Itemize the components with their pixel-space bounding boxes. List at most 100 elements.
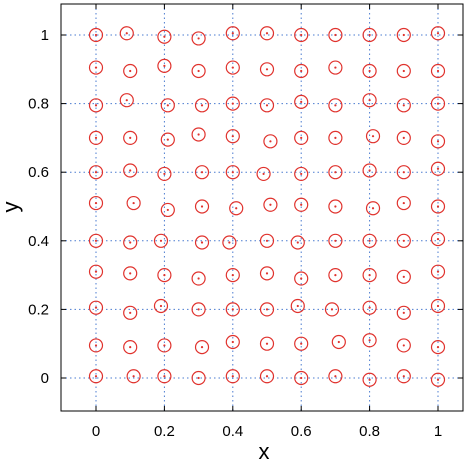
data-point-center bbox=[269, 140, 272, 143]
data-point bbox=[396, 165, 411, 180]
data-point-ring bbox=[259, 369, 275, 384]
data-point-ring bbox=[225, 165, 240, 180]
data-point bbox=[225, 26, 240, 41]
data-point-ring bbox=[123, 235, 138, 250]
data-point bbox=[294, 370, 309, 386]
data-point-center bbox=[129, 241, 132, 244]
data-point-center bbox=[200, 346, 204, 349]
data-point-ring bbox=[229, 201, 244, 216]
data-point-ring bbox=[88, 233, 104, 248]
y-axis-label: y bbox=[0, 202, 23, 213]
data-point-ring bbox=[225, 96, 240, 111]
data-point bbox=[123, 130, 138, 145]
data-point bbox=[225, 268, 240, 283]
data-point bbox=[430, 264, 446, 279]
data-point-center bbox=[129, 272, 132, 275]
data-point bbox=[225, 165, 240, 180]
data-point bbox=[160, 202, 175, 218]
data-point bbox=[328, 268, 343, 283]
data-point-center bbox=[334, 136, 337, 139]
data-point bbox=[294, 130, 309, 145]
data-point bbox=[430, 231, 446, 247]
data-point-ring bbox=[259, 26, 275, 41]
data-point-center bbox=[402, 311, 405, 314]
data-point-ring bbox=[396, 63, 411, 79]
data-point bbox=[88, 165, 104, 180]
data-point-center bbox=[436, 270, 440, 273]
data-point-ring bbox=[88, 300, 104, 315]
data-point-center bbox=[402, 171, 405, 174]
data-point bbox=[294, 27, 309, 43]
data-point-center bbox=[334, 375, 337, 378]
data-point bbox=[194, 235, 210, 250]
x-axis-label: x bbox=[259, 439, 270, 464]
data-point-center bbox=[265, 272, 269, 275]
data-point bbox=[160, 132, 175, 147]
data-point-ring bbox=[194, 340, 210, 355]
data-point-center bbox=[436, 167, 440, 170]
data-point bbox=[294, 271, 309, 286]
data-point bbox=[430, 340, 446, 355]
data-point-ring bbox=[259, 302, 275, 317]
data-point-center bbox=[265, 239, 269, 242]
data-point-ring bbox=[362, 372, 377, 387]
data-point bbox=[119, 26, 134, 41]
data-point-center bbox=[300, 69, 303, 73]
data-point-ring bbox=[153, 233, 169, 248]
data-point-center bbox=[231, 102, 234, 105]
data-point bbox=[396, 305, 411, 320]
data-point-center bbox=[159, 304, 163, 308]
data-point-ring bbox=[123, 266, 138, 281]
data-point-ring bbox=[123, 305, 138, 320]
data-point-center bbox=[296, 304, 299, 308]
data-point-ring bbox=[126, 369, 141, 384]
x-tick-label: 0.2 bbox=[154, 423, 175, 440]
data-point-ring bbox=[430, 372, 446, 387]
data-point-center bbox=[94, 375, 98, 378]
data-point-ring bbox=[396, 27, 411, 43]
data-point-center bbox=[402, 344, 405, 347]
data-point bbox=[328, 130, 343, 145]
data-point-center bbox=[334, 274, 337, 277]
data-point-center bbox=[436, 378, 440, 381]
y-tick-label: 0 bbox=[41, 370, 49, 387]
data-point-ring bbox=[362, 333, 377, 348]
data-point-ring bbox=[88, 369, 104, 384]
data-point-ring bbox=[88, 195, 104, 211]
data-point-ring bbox=[263, 197, 278, 212]
data-point-ring bbox=[191, 127, 206, 142]
data-point bbox=[126, 195, 141, 211]
data-point-ring bbox=[362, 163, 377, 178]
data-point-ring bbox=[259, 233, 275, 248]
data-point-ring bbox=[362, 300, 377, 315]
data-point-ring bbox=[331, 334, 346, 350]
data-point bbox=[294, 336, 309, 351]
data-point bbox=[294, 94, 309, 109]
data-point-ring bbox=[294, 336, 309, 351]
data-point-ring bbox=[191, 31, 206, 46]
data-point bbox=[123, 266, 138, 281]
data-point-ring bbox=[191, 63, 206, 79]
data-point-ring bbox=[430, 63, 446, 79]
data-point-ring bbox=[324, 302, 340, 317]
data-point-center bbox=[163, 375, 166, 378]
data-point-ring bbox=[194, 165, 210, 180]
data-point-ring bbox=[328, 199, 343, 214]
data-point-center bbox=[129, 136, 132, 139]
data-point-ring bbox=[157, 369, 172, 384]
data-point-center bbox=[402, 239, 405, 242]
data-point-center bbox=[231, 171, 234, 174]
data-point-ring bbox=[119, 26, 134, 41]
data-point-center bbox=[265, 104, 269, 107]
data-point bbox=[256, 166, 271, 182]
data-point bbox=[88, 60, 104, 75]
data-point-ring bbox=[191, 271, 206, 286]
data-point-ring bbox=[225, 369, 240, 384]
data-point bbox=[331, 334, 346, 350]
data-point-ring bbox=[123, 163, 138, 178]
data-point bbox=[229, 201, 244, 216]
data-point bbox=[225, 369, 240, 384]
data-point-center bbox=[334, 66, 337, 69]
y-tick-label: 0.6 bbox=[28, 164, 49, 181]
data-point bbox=[88, 98, 104, 113]
